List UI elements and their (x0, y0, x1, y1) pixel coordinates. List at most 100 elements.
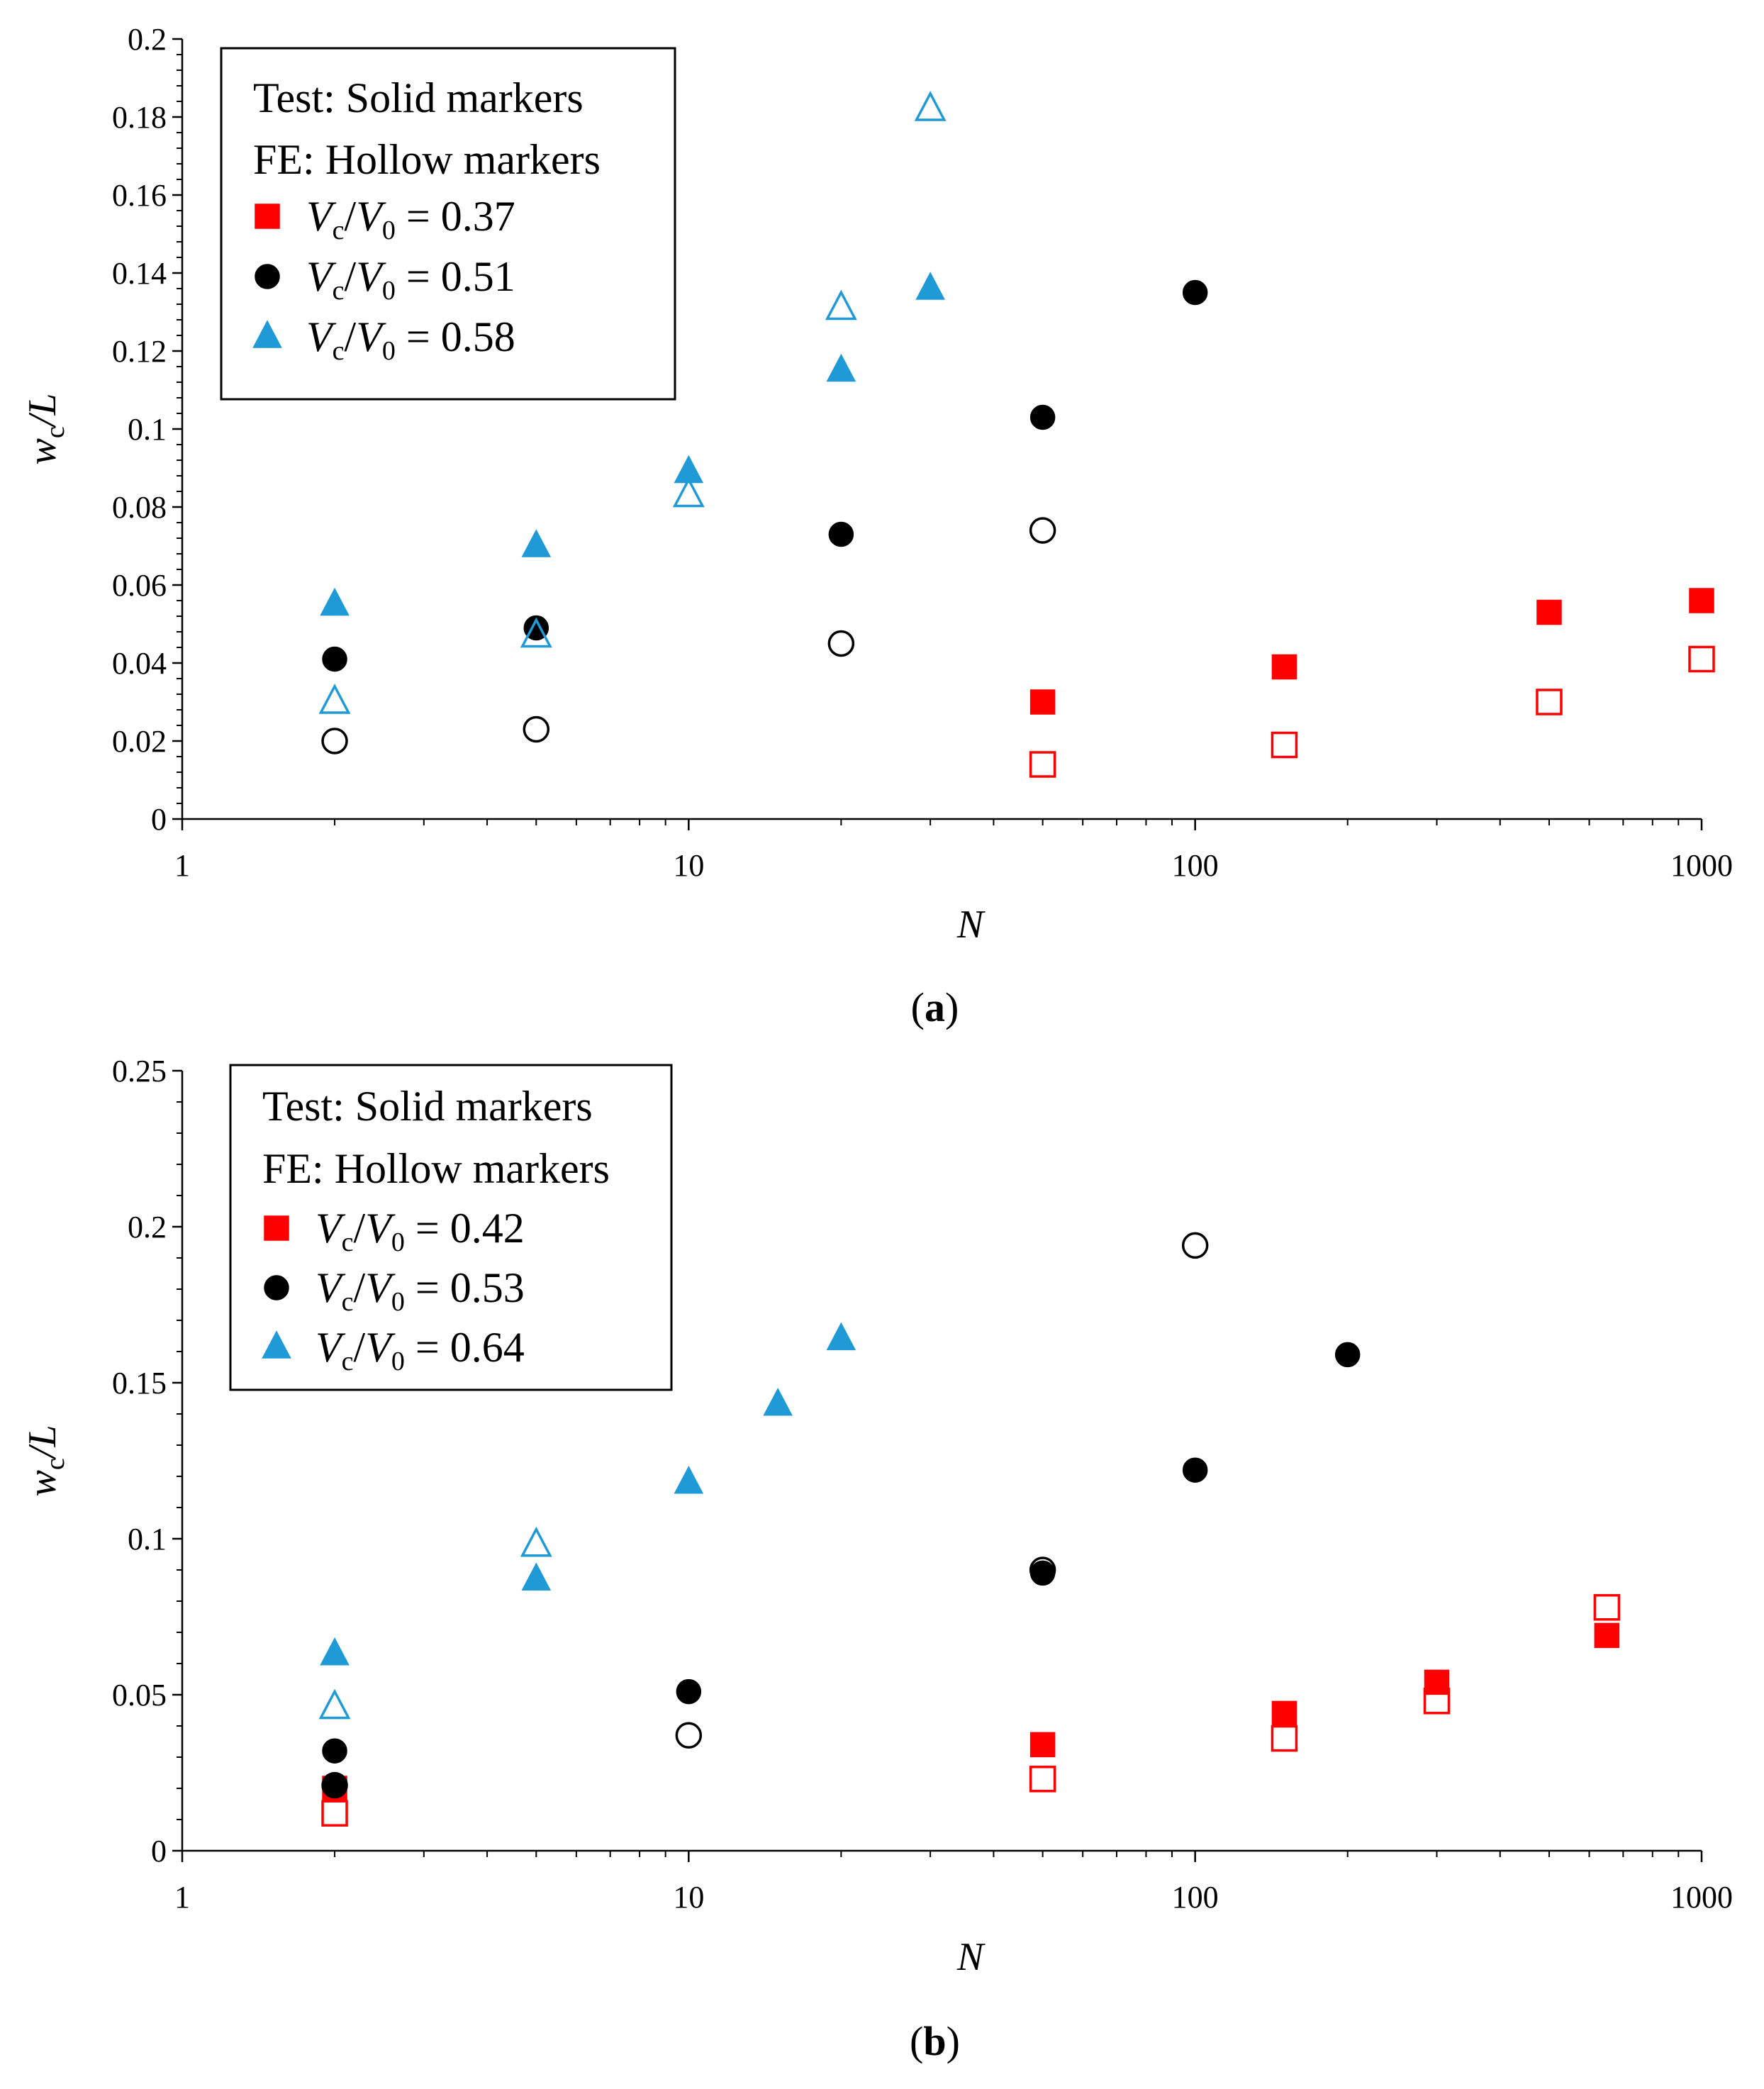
y-label-sub: c (40, 1458, 70, 1470)
legend-slash: / (354, 1324, 366, 1371)
x-tick-label: 100 (1172, 848, 1219, 883)
legend-v: V (356, 193, 386, 240)
legend-sub-0: 0 (382, 216, 396, 245)
fe-point (520, 1526, 552, 1557)
fe-point (318, 684, 351, 714)
fe-point (321, 728, 348, 754)
legend-box (229, 1064, 673, 1391)
legend-header-line: FE: Hollow markers (253, 136, 601, 183)
panel-b: 00.050.10.150.20.251 10 100 1000Nwc/L(b)Tes… (21, 1054, 1733, 2064)
y-tick-label: 0.05 (112, 1678, 167, 1712)
test-point (521, 529, 552, 557)
legend-slash: / (345, 193, 357, 240)
y-label-sub: c (40, 426, 70, 438)
test-point (826, 1322, 856, 1351)
legend-sub-0: 0 (382, 276, 396, 306)
legend-v: V (306, 313, 337, 360)
fe-point (675, 1722, 703, 1749)
test-point (828, 521, 854, 547)
legend-sub-c: c (342, 1227, 354, 1257)
legend-entry-label: Vc/V0 = 0.42 (316, 1205, 525, 1257)
fe-point (520, 617, 552, 648)
y-tick-label: 0.06 (112, 568, 167, 603)
fe-point (1029, 517, 1056, 544)
test-point (674, 455, 704, 484)
legend-value: = 0.53 (405, 1264, 525, 1311)
legend-marker (252, 320, 282, 348)
fe-point (1029, 1766, 1056, 1793)
legend-v: V (306, 253, 337, 300)
test-point (1029, 689, 1056, 715)
y-tick-label: 0.14 (112, 256, 167, 291)
x-tick-label: 10 (673, 848, 704, 883)
legend-sub-0: 0 (391, 1287, 405, 1317)
fe-point (825, 289, 857, 321)
legend-sub-c: c (342, 1287, 354, 1317)
test-point (320, 587, 350, 616)
fe-point (1688, 645, 1715, 673)
y-tick-label: 0.04 (112, 646, 167, 681)
legend-header-line: Test: Solid markers (262, 1083, 593, 1130)
y-tick-label: 0.1 (128, 1522, 167, 1556)
series-circle (321, 1232, 1361, 1799)
y-tick-label: 0 (151, 802, 167, 837)
y-axis-label: wc/L (21, 394, 70, 465)
legend-sub-c: c (342, 1347, 354, 1376)
series-square (321, 1594, 1621, 1827)
fe-point (1029, 751, 1056, 778)
x-axis-label: N (956, 1935, 986, 1979)
legend-v: V (306, 193, 337, 240)
y-tick-label: 0.12 (112, 334, 167, 369)
fe-point (1536, 689, 1563, 715)
test-point (322, 1772, 347, 1798)
y-label-main: w (21, 1470, 65, 1496)
test-point (320, 1637, 350, 1666)
test-point (1029, 404, 1056, 430)
legend-sub-c: c (333, 216, 345, 245)
fe-point (321, 1800, 348, 1827)
legend-value: = 0.51 (396, 253, 515, 300)
fe-point (318, 1688, 351, 1720)
test-point (1029, 1732, 1056, 1758)
y-tick-label: 0.16 (112, 178, 167, 213)
y-tick-label: 0 (151, 1834, 167, 1868)
y-label-main: w (21, 438, 65, 464)
fe-point (827, 630, 855, 657)
legend-entry-label: Vc/V0 = 0.53 (316, 1264, 525, 1317)
legend-entry-label: Vc/V0 = 0.51 (306, 253, 515, 306)
panel-caption: (a) (911, 984, 959, 1030)
x-tick-label: 1000 (1670, 1880, 1733, 1915)
test-point (322, 1738, 347, 1764)
y-label-tail: /L (21, 1425, 65, 1461)
legend-value: = 0.37 (396, 193, 515, 240)
legend-v: V (365, 1264, 396, 1311)
test-point (1594, 1622, 1620, 1649)
legend-v: V (316, 1264, 346, 1311)
legend-v: V (365, 1205, 396, 1252)
test-point (1689, 588, 1714, 613)
x-tick-label: 1000 (1670, 848, 1733, 883)
legend-v: V (316, 1205, 346, 1252)
caption-open: ( (911, 984, 925, 1030)
fe-point (1181, 1232, 1209, 1259)
test-point (676, 1678, 702, 1705)
test-point (1271, 1700, 1297, 1727)
legend-marker (264, 1275, 289, 1300)
test-point (826, 353, 856, 382)
fe-point (1271, 1725, 1298, 1752)
x-tick-label: 10 (673, 1880, 704, 1915)
y-tick-label: 0.2 (128, 1210, 167, 1244)
y-tick-label: 0.25 (112, 1054, 167, 1088)
caption-open: ( (910, 2018, 923, 2064)
legend-header-line: Test: Solid markers (253, 74, 584, 121)
legend-v: V (356, 313, 386, 360)
legend-sub-0: 0 (382, 336, 396, 366)
legend-slash: / (345, 313, 357, 360)
legend-sub-0: 0 (391, 1227, 405, 1257)
fe-point (914, 91, 947, 121)
y-tick-label: 0.2 (128, 22, 167, 57)
legend-header-line: FE: Hollow markers (262, 1145, 610, 1192)
legend-entry-label: Vc/V0 = 0.37 (306, 193, 515, 245)
